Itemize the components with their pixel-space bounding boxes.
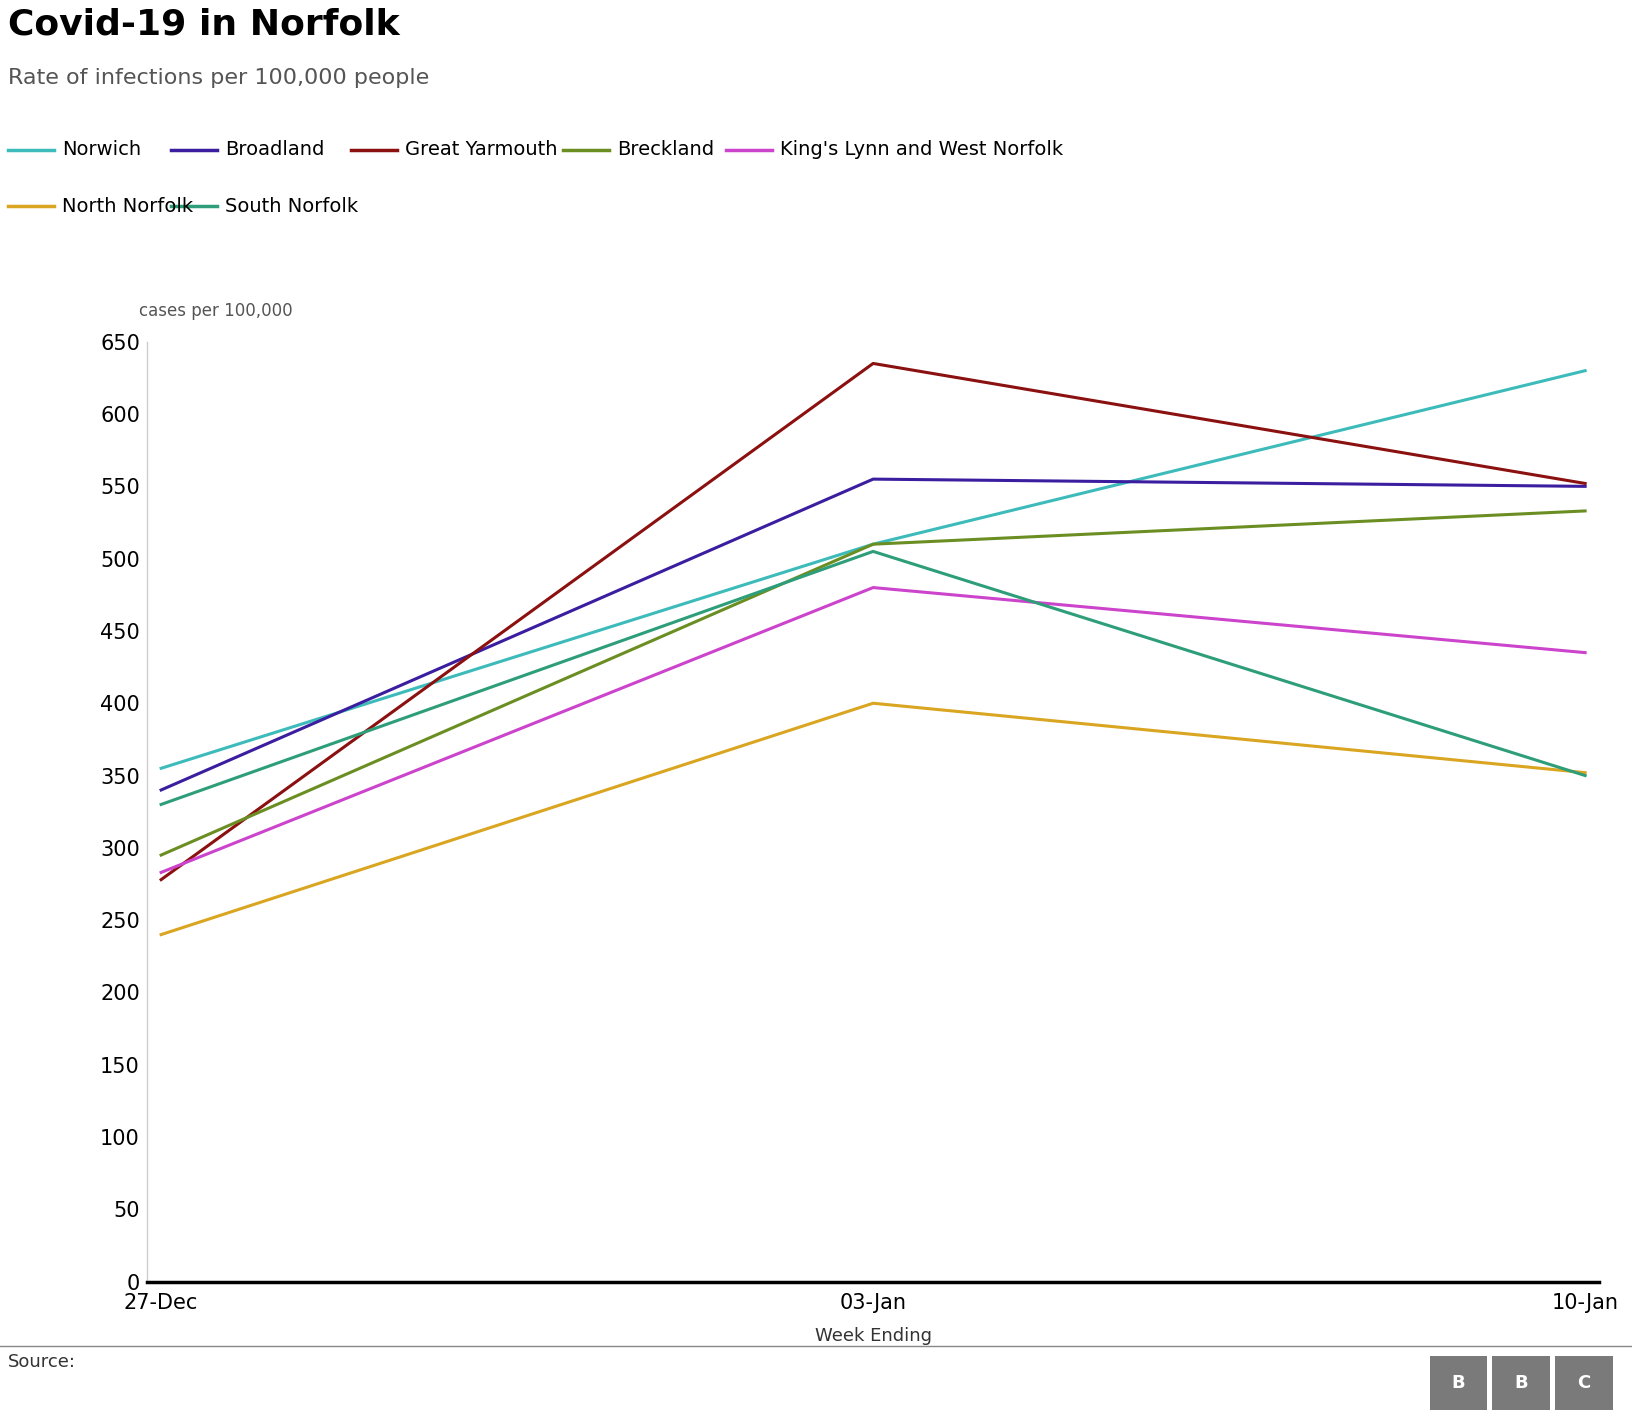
Bar	[1555, 1356, 1612, 1410]
Text: Rate of infections per 100,000 people: Rate of infections per 100,000 people	[8, 68, 429, 88]
Text: South Norfolk: South Norfolk	[225, 197, 359, 216]
X-axis label: Week Ending: Week Ending	[814, 1327, 932, 1344]
Text: B: B	[1452, 1374, 1466, 1391]
Bar	[1492, 1356, 1550, 1410]
Text: North Norfolk: North Norfolk	[62, 197, 193, 216]
Text: C: C	[1577, 1374, 1591, 1391]
Text: B: B	[1514, 1374, 1528, 1391]
Text: King's Lynn and West Norfolk: King's Lynn and West Norfolk	[780, 140, 1062, 159]
Text: Great Yarmouth: Great Yarmouth	[405, 140, 557, 159]
Text: Norwich: Norwich	[62, 140, 140, 159]
Text: Source:: Source:	[8, 1353, 77, 1371]
Bar	[1430, 1356, 1487, 1410]
Text: cases per 100,000: cases per 100,000	[139, 302, 292, 320]
Text: Breckland: Breckland	[617, 140, 715, 159]
Text: Broadland: Broadland	[225, 140, 325, 159]
Text: Covid-19 in Norfolk: Covid-19 in Norfolk	[8, 7, 400, 41]
